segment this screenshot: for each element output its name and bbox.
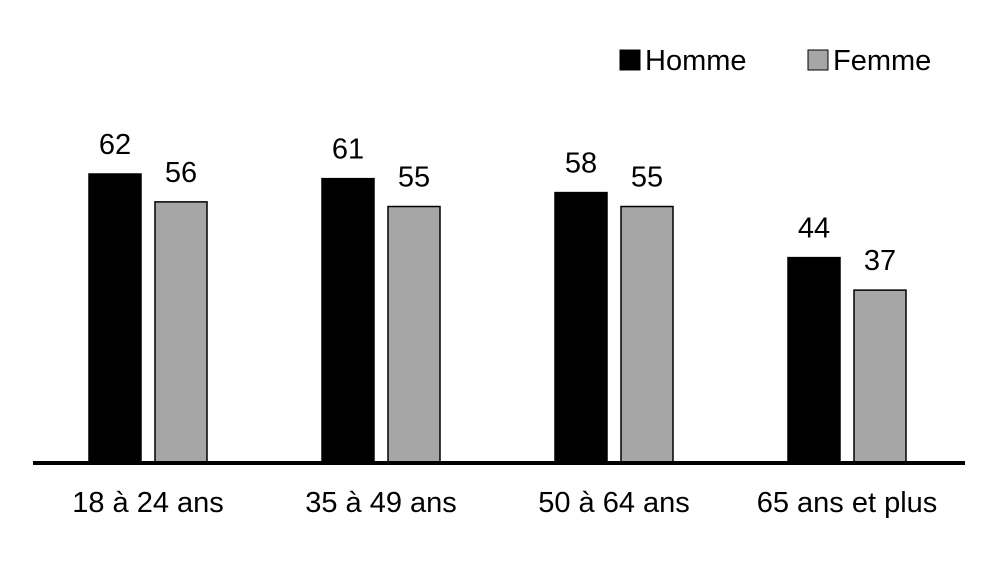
bar-homme-4 [787, 256, 841, 463]
bar-homme-3 [554, 191, 608, 463]
legend-label-homme: Homme [645, 45, 747, 77]
value-label-femme-2: 55 [398, 162, 430, 194]
bar-homme-1 [88, 173, 142, 463]
bars-group [88, 173, 907, 463]
x-tick-label-4: 65 ans et plus [757, 487, 938, 519]
value-label-homme-1: 62 [99, 129, 131, 161]
x-tick-label-3: 50 à 64 ans [538, 487, 690, 519]
x-tick-label-2: 35 à 49 ans [305, 487, 457, 519]
value-label-femme-4: 37 [864, 245, 896, 277]
x-tick-label-1: 18 à 24 ans [72, 487, 224, 519]
legend-swatch-femme [807, 49, 829, 71]
legend-label-femme: Femme [833, 45, 931, 77]
value-label-homme-3: 58 [565, 148, 597, 180]
bar-femme-4 [853, 289, 907, 463]
bar-femme-2 [387, 205, 441, 463]
bar-femme-1 [154, 201, 208, 463]
value-label-homme-2: 61 [332, 134, 364, 166]
legend-swatch-homme [619, 49, 641, 71]
value-labels-group: 62 56 61 55 58 55 44 37 [99, 129, 896, 277]
bar-homme-2 [321, 177, 375, 463]
bar-femme-3 [620, 205, 674, 463]
value-label-homme-4: 44 [798, 213, 830, 245]
value-label-femme-3: 55 [631, 162, 663, 194]
x-tick-labels-group: 18 à 24 ans 35 à 49 ans 50 à 64 ans 65 ans … [72, 487, 937, 519]
value-label-femme-1: 56 [165, 157, 197, 189]
legend: Homme Femme [619, 45, 931, 77]
